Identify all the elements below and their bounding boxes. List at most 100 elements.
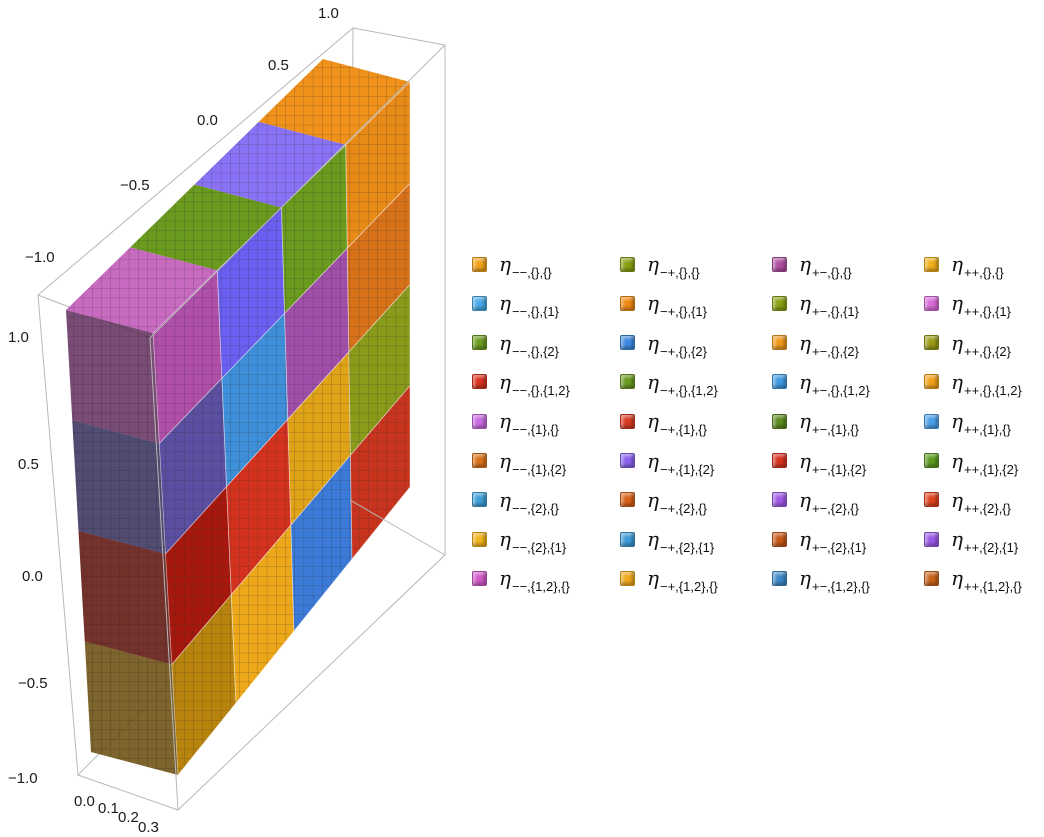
side-face-grid bbox=[78, 531, 172, 665]
front-face-grid bbox=[165, 486, 232, 665]
side-face-grid bbox=[84, 641, 178, 775]
bottom-tick-label: 0.3 bbox=[138, 819, 159, 836]
legend-label: η+−,{1,2},{} bbox=[799, 566, 870, 595]
legend-label: η+−,{},{2} bbox=[799, 330, 859, 359]
legend-item: η+−,{1,2},{} bbox=[772, 564, 870, 595]
legend-label: η−−,{1},{2} bbox=[499, 448, 567, 477]
legend-item: η−+,{1},{} bbox=[620, 407, 707, 438]
legend-swatch bbox=[924, 413, 939, 429]
legend-swatch bbox=[772, 335, 787, 351]
legend-item: η−+,{1,2},{} bbox=[620, 564, 718, 595]
front-face-grid bbox=[281, 144, 348, 314]
legend-swatch bbox=[772, 453, 787, 468]
bottom-tick-label: 0.0 bbox=[74, 793, 95, 810]
legend-item: η+−,{2},{} bbox=[772, 486, 859, 516]
side-face-shade bbox=[84, 641, 178, 775]
legend-label: η−−,{1,2},{} bbox=[499, 566, 570, 595]
legend-item: η−+,{2},{1} bbox=[620, 525, 714, 555]
legend-label: η++,{2},{1} bbox=[951, 527, 1019, 556]
legend-swatch bbox=[772, 256, 787, 272]
front-face-grid bbox=[226, 419, 291, 595]
legend-swatch bbox=[924, 295, 939, 311]
top-face-grid bbox=[130, 184, 282, 271]
legend-item: η−+,{1},{2} bbox=[620, 447, 715, 477]
legend-swatch bbox=[472, 413, 487, 429]
front-face-grid bbox=[171, 594, 236, 775]
legend-item: η++,{},{1} bbox=[924, 289, 1011, 320]
left-tick-label: −0.5 bbox=[18, 675, 48, 692]
legend-swatch bbox=[772, 374, 787, 390]
legend-label: η−−,{1},{} bbox=[499, 409, 559, 438]
legend-item: η−+,{},{1} bbox=[620, 289, 707, 320]
front-face-grid bbox=[231, 525, 294, 703]
legend-label: η−+,{1},{} bbox=[647, 409, 707, 438]
legend-swatch bbox=[924, 492, 939, 508]
legend-item: η++,{1},{} bbox=[924, 407, 1011, 437]
left-tick-label: 1.0 bbox=[8, 329, 29, 346]
box-edge bbox=[77, 774, 179, 811]
legend-swatch bbox=[472, 531, 487, 547]
legend-swatch bbox=[772, 570, 787, 586]
top-tick-label: −1.0 bbox=[25, 249, 55, 266]
legend-item: η−+,{},{2} bbox=[620, 329, 707, 359]
legend-item: η++,{},{1,2} bbox=[924, 368, 1022, 398]
legend-item: η+−,{1},{} bbox=[772, 407, 859, 437]
legend-swatch bbox=[472, 335, 487, 351]
legend-item: η+−,{1},{2} bbox=[772, 447, 867, 477]
legend-item: η++,{1,2},{} bbox=[924, 564, 1022, 595]
front-face-grid bbox=[290, 455, 352, 631]
legend-label: η−+,{1},{2} bbox=[647, 448, 715, 477]
legend-swatch bbox=[620, 374, 635, 390]
legend-swatch bbox=[472, 256, 487, 272]
legend-item: η+−,{},{2} bbox=[772, 329, 859, 359]
legend-swatch bbox=[620, 335, 635, 351]
legend-item: η++,{},{} bbox=[924, 250, 1004, 280]
side-face-shade bbox=[66, 310, 160, 444]
legend-label: η+−,{2},{1} bbox=[799, 527, 867, 556]
legend-swatch bbox=[472, 570, 487, 586]
front-face-grid bbox=[284, 248, 349, 420]
legend-swatch bbox=[620, 413, 635, 429]
top-tick-label: 0.5 bbox=[268, 57, 289, 74]
legend-item: η+−,{},{} bbox=[772, 250, 852, 280]
legend-label: η+−,{1},{2} bbox=[799, 448, 867, 477]
legend-item: η++,{},{2} bbox=[924, 329, 1011, 359]
legend-label: η++,{1,2},{} bbox=[951, 566, 1022, 595]
legend-item: η++,{2},{1} bbox=[924, 525, 1019, 556]
front-face-grid bbox=[347, 183, 410, 352]
left-tick-label: 0.0 bbox=[22, 568, 43, 585]
front-face-grid bbox=[348, 284, 410, 456]
top-face-grid bbox=[258, 59, 410, 145]
legend-item: η−−,{1},{} bbox=[472, 407, 559, 438]
top-tick-label: −0.5 bbox=[120, 177, 150, 194]
legend-label: η−+,{},{1} bbox=[647, 291, 707, 320]
front-face-edge bbox=[349, 384, 411, 561]
legend-swatch bbox=[924, 453, 939, 468]
legend-item: η−−,{2},{} bbox=[472, 486, 559, 516]
legend-label: η++,{},{1} bbox=[951, 291, 1011, 320]
legend-label: η++,{},{2} bbox=[951, 330, 1011, 359]
legend-swatch bbox=[472, 492, 487, 508]
top-tick-label: 0.0 bbox=[197, 112, 218, 129]
legend-swatch bbox=[924, 531, 939, 547]
left-tick-label: −1.0 bbox=[8, 770, 38, 787]
legend-label: η+−,{2},{} bbox=[799, 487, 859, 516]
legend-item: η−−,{1,2},{} bbox=[472, 564, 570, 595]
front-face-grid bbox=[221, 313, 288, 487]
front-face-grid bbox=[153, 270, 222, 444]
legend-item: η−−,{},{2} bbox=[472, 329, 559, 359]
legend-item: η+−,{},{1,2} bbox=[772, 368, 870, 398]
legend-swatch bbox=[620, 570, 635, 586]
legend-label: η−+,{},{1,2} bbox=[647, 369, 718, 398]
legend-item: η−+,{},{} bbox=[620, 250, 700, 280]
bounding-box-front bbox=[149, 43, 446, 812]
legend-swatch bbox=[472, 453, 487, 468]
legend-item: η+−,{},{1} bbox=[772, 289, 859, 319]
plot-area: −1.0−0.50.00.51.0−1.0−0.50.00.51.00.0 0.1… bbox=[8, 5, 446, 836]
box-edge bbox=[352, 27, 446, 46]
front-face-grid bbox=[217, 207, 285, 379]
legend-swatch bbox=[924, 335, 939, 351]
legend-label: η−+,{1,2},{} bbox=[647, 566, 718, 595]
legend-swatch bbox=[472, 295, 487, 311]
legend-swatch bbox=[772, 531, 787, 547]
